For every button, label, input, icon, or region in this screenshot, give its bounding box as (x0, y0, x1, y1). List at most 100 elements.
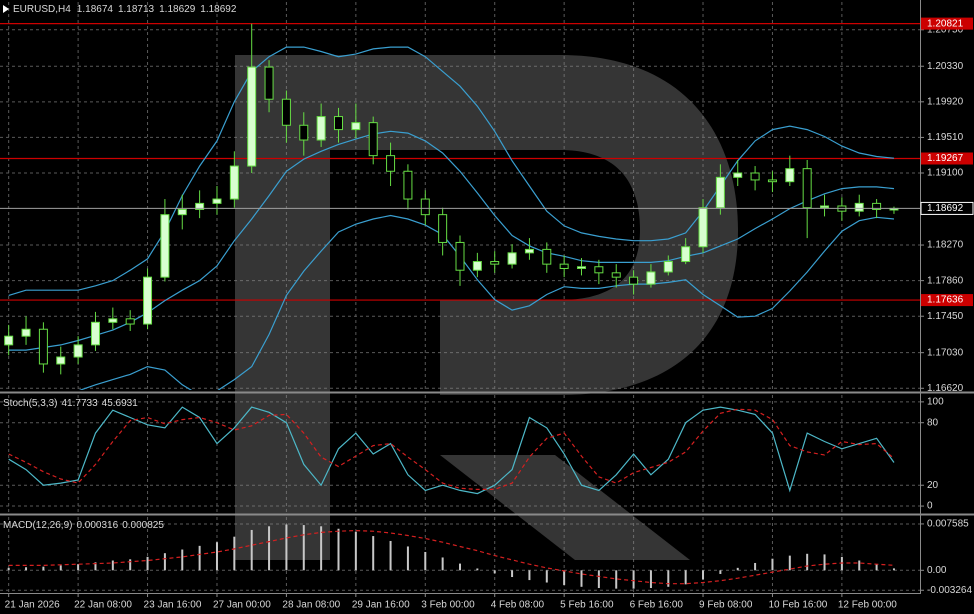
x-tick-label: 9 Feb 08:00 (699, 600, 753, 611)
candle-body (125, 318, 135, 325)
y-tick-label: 1.18270 (927, 240, 964, 251)
y-tick-label: 80 (927, 417, 939, 428)
y-tick-label: -0.003264 (927, 585, 972, 596)
x-tick-label: 10 Feb 16:00 (768, 600, 827, 611)
menu-icon (3, 5, 9, 13)
signal-line (8, 529, 895, 585)
candle-body (438, 214, 448, 243)
level-label: 1.20821 (927, 18, 964, 29)
band-upper (8, 46, 895, 296)
stoch-title: Stoch(5,3,3) 41.7733 45.6931 (3, 398, 138, 409)
x-tick-label: 21 Jan 2026 (5, 600, 60, 611)
x-tick-label: 22 Jan 08:00 (74, 600, 132, 611)
candle-body (333, 116, 343, 131)
x-tick-label: 23 Jan 16:00 (144, 600, 202, 611)
y-tick-label: 1.19920 (927, 96, 964, 107)
current-price-label: 1.18692 (927, 203, 964, 214)
candle-body (56, 356, 66, 365)
y-tick-label: 0 (927, 501, 933, 512)
y-tick-label: 0.00 (927, 565, 947, 576)
candle-body (247, 66, 257, 167)
y-tick-label: 1.17860 (927, 275, 964, 286)
candle-body (455, 241, 465, 271)
candle-body (403, 170, 413, 200)
candle-body (872, 202, 882, 210)
y-tick-label: 1.16620 (927, 383, 964, 394)
candle-body (21, 328, 31, 337)
y-tick-label: 1.19100 (927, 168, 964, 179)
watermark (235, 55, 738, 560)
x-tick-label: 6 Feb 16:00 (630, 600, 684, 611)
candle-body (490, 261, 500, 265)
x-tick-label: 5 Feb 16:00 (560, 600, 614, 611)
x-tick-label: 27 Jan 00:00 (213, 600, 271, 611)
level-label: 1.19267 (927, 153, 964, 164)
candle-body (177, 208, 187, 216)
candle-body (646, 271, 656, 285)
candle-body (611, 272, 621, 278)
y-tick-label: 20 (927, 480, 939, 491)
candle-body (264, 66, 274, 100)
candle-body (73, 344, 83, 358)
plot (0, 23, 920, 589)
axes: 21 Jan 2026 22 Jan 08:00 23 Jan 16:00 27 Ja… (5, 17, 974, 611)
candle-body (38, 328, 48, 365)
candle-body (368, 122, 378, 157)
candle-body (854, 202, 864, 212)
level-label-box (921, 152, 973, 165)
indicator-line (8, 406, 895, 495)
current-price-box (920, 201, 974, 215)
macd-title: MACD(12,26,9) 0.000316 0.000825 (3, 520, 164, 531)
x-tick-label: 29 Jan 16:00 (352, 600, 410, 611)
x-tick-label: 12 Feb 00:00 (838, 600, 897, 611)
candle-body (559, 263, 569, 269)
indicator-line (8, 408, 895, 490)
candle-body (472, 261, 482, 271)
band-middle (8, 130, 895, 351)
y-tick-label: 1.17030 (927, 347, 964, 358)
candle-body (386, 155, 396, 172)
candle-body (420, 198, 430, 216)
candle-body (629, 276, 639, 285)
candle-body (195, 202, 205, 210)
candle-body (507, 252, 517, 265)
band-lower (78, 214, 895, 390)
level-label-box (921, 294, 973, 307)
x-tick-label: 3 Feb 00:00 (421, 600, 475, 611)
candle-body (229, 165, 239, 200)
candle-body (715, 176, 725, 209)
y-tick-label: 1.20330 (927, 61, 964, 72)
x-tick-label: 28 Jan 08:00 (282, 600, 340, 611)
candle-body (733, 172, 743, 178)
x-tick-label: 4 Feb 08:00 (491, 600, 545, 611)
y-tick-label: 100 (927, 397, 944, 408)
candle-body (351, 122, 361, 131)
candle-body (681, 246, 691, 263)
candle-body (577, 266, 587, 269)
level-label: 1.17636 (927, 295, 964, 306)
level-label-box (921, 17, 973, 30)
candle-body (698, 207, 708, 248)
chart-title: EURUSD,H4 1.18674 1.18713 1.18629 1.18692 (13, 4, 237, 15)
candle-body (542, 248, 552, 265)
candle-body (785, 168, 795, 183)
candle-body (524, 248, 534, 254)
candle-body (767, 179, 777, 183)
candle-body (316, 116, 326, 141)
candle-body (663, 261, 673, 273)
candle-body (160, 214, 170, 278)
candle-body (594, 266, 604, 274)
candle-body (802, 168, 812, 209)
y-tick-label: 1.19510 (927, 132, 964, 143)
candle-body (143, 276, 153, 325)
candle-body (90, 321, 100, 346)
candle-body (281, 98, 291, 126)
candle-body (820, 205, 830, 209)
candle-body (750, 172, 760, 181)
y-tick-label: 0.007585 (927, 519, 969, 530)
candle-body (4, 335, 14, 346)
y-tick-label: 1.17450 (927, 311, 964, 322)
candle-body (108, 318, 118, 323)
